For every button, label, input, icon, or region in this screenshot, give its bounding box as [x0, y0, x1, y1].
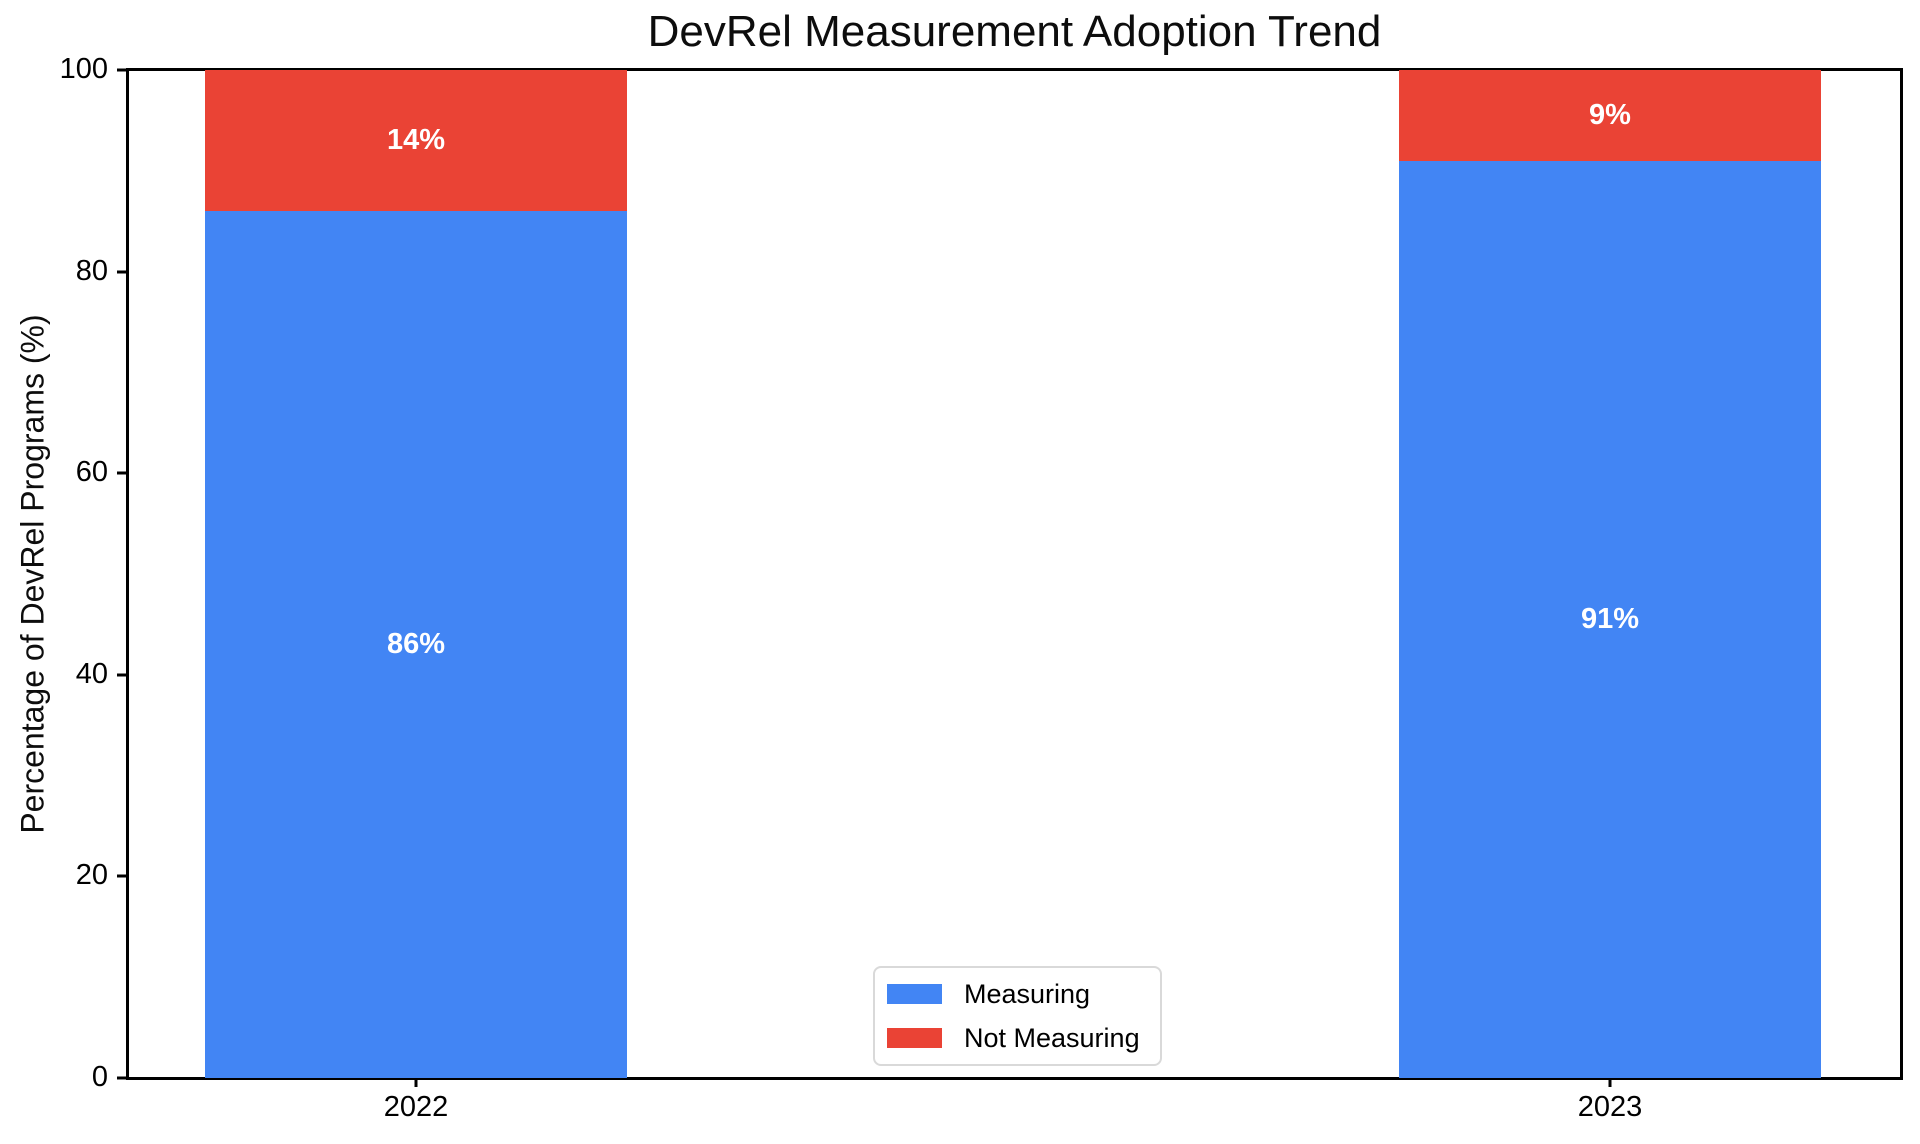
legend-label: Measuring: [964, 979, 1091, 1010]
legend-item-measuring: Measuring: [887, 978, 1140, 1010]
bar-label: 86%: [386, 628, 446, 661]
bar-segment-not-measuring: 9%: [1399, 70, 1821, 161]
y-tick: [117, 1076, 126, 1080]
y-tick-label: 0: [91, 1060, 108, 1093]
y-axis-label: Percentage of DevRel Programs (%): [14, 314, 51, 834]
bar-label: 14%: [386, 124, 446, 157]
chart-title: DevRel Measurement Adoption Trend: [647, 7, 1382, 56]
y-tick-label: 20: [75, 859, 108, 892]
bar-2022: 14% 86%: [205, 70, 627, 1078]
bar-segment-measuring: 86%: [205, 211, 627, 1078]
legend-label: Not Measuring: [964, 1022, 1140, 1053]
plot-area: 14% 86% 9% 91% 0 20 40 60 80 100 2022 2023 Measur…: [60, 54, 1903, 1123]
legend: Measuring Not Measuring: [873, 966, 1162, 1066]
legend-item-not-measuring: Not Measuring: [887, 1022, 1140, 1054]
bar-segment-not-measuring: 14%: [205, 70, 627, 212]
x-tick: [414, 1078, 418, 1087]
y-tick: [117, 270, 126, 274]
bar-label: 91%: [1580, 602, 1640, 635]
x-tick-label: 2022: [383, 1091, 449, 1123]
bar-segment-measuring: 91%: [1399, 160, 1821, 1078]
y-tick: [117, 673, 126, 677]
bar-2023: 9% 91%: [1399, 70, 1821, 1078]
bar-label: 9%: [1589, 98, 1631, 131]
x-tick-label: 2023: [1577, 1091, 1643, 1123]
y-tick: [117, 68, 126, 72]
legend-swatch-not-measuring: [887, 1027, 942, 1048]
x-tick: [1608, 1078, 1612, 1087]
y-tick-label: 100: [59, 52, 108, 85]
legend-swatch-measuring: [887, 984, 942, 1005]
y-tick-label: 60: [75, 456, 108, 489]
y-tick-label: 40: [75, 657, 108, 690]
y-tick: [117, 471, 126, 475]
y-tick-label: 80: [75, 254, 108, 287]
y-tick: [117, 874, 126, 878]
